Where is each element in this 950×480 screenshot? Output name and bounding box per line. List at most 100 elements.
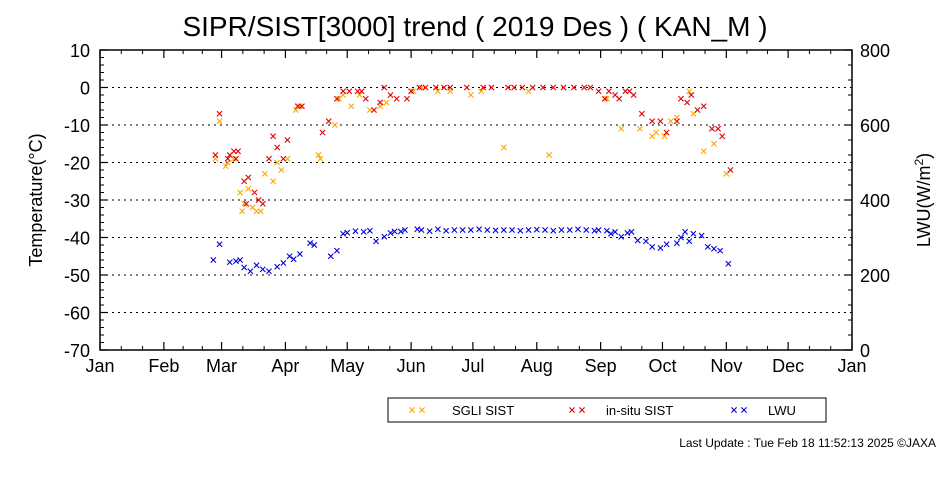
data-point [570,84,577,91]
data-point [595,227,602,233]
data-point [601,95,608,102]
data-point [663,129,670,136]
data-point [451,227,458,233]
data-point [704,243,711,250]
data-point [224,155,231,162]
data-point [612,228,619,235]
data-point [595,88,602,95]
x-tick-label: Feb [148,356,179,376]
y2-axis-label-main: LWU(W/m [914,166,934,248]
right-tick-label: 0 [860,341,870,361]
data-point [265,268,272,275]
data-point [356,92,363,98]
legend: SGLI SIST in-situ SIST LWU [387,397,827,423]
data-point [504,84,511,91]
data-point [566,227,573,233]
data-point [618,125,625,132]
data-point [678,234,684,241]
data-point [270,178,277,185]
x-tick-label: Jul [461,356,484,376]
x-tick-label: May [330,356,364,376]
left-tick-label: 0 [80,79,90,99]
data-point [251,189,258,196]
last-update-footer: Last Update : Tue Feb 18 11:52:13 2025 ©… [679,436,936,450]
data-point [434,88,441,95]
data-point [682,228,689,235]
data-point [603,227,610,234]
data-point [710,245,717,252]
data-point [509,227,516,233]
data-point [550,227,557,234]
data-point [346,88,353,95]
data-point [387,92,394,98]
data-point [270,133,277,140]
data-point [410,88,417,95]
x-tick-label: Nov [710,356,742,376]
data-point [241,264,248,271]
data-point [657,245,664,251]
data-point [259,200,266,207]
data-point [344,229,351,236]
data-point [290,256,297,263]
data-point [358,88,365,95]
data-point [546,152,553,158]
data-point [686,88,693,95]
series-in-situ-sist [212,84,734,207]
data-point [542,227,549,233]
data-point [393,95,400,102]
data-point [636,125,643,132]
data-point [700,148,707,155]
left-tick-label: -10 [64,116,90,136]
data-point [362,95,369,102]
x-axis: Jan Feb Mar Apr May Jun Jul Aug Sep Oct Nov Dec Jan [85,50,867,376]
data-point [560,84,567,91]
data-point [500,227,507,233]
legend-label: SGLI SIST [452,403,514,418]
right-tick-label: 400 [860,191,890,211]
series-sgli-sist [212,84,730,215]
data-point [480,84,487,91]
data-point [371,107,378,113]
data-point [539,84,546,91]
data-point [587,84,594,91]
right-tick-label: 800 [860,41,890,61]
data-point [484,227,491,233]
data-point [459,227,466,233]
data-point [533,226,540,233]
data-point [492,227,499,234]
data-point [708,125,715,132]
data-point [624,230,631,236]
legend-marker [741,407,747,413]
data-point [649,243,656,250]
legend-box [387,397,827,423]
right-tick-label: 200 [860,266,890,286]
data-point [241,200,248,207]
data-point [678,95,684,102]
data-point [511,84,518,91]
x-tick-label: Apr [271,356,299,376]
data-point [447,84,454,91]
data-point [478,88,485,95]
legend-marker [419,407,425,413]
data-point [719,133,726,140]
data-point [550,84,557,91]
data-point [725,260,732,267]
data-point [605,88,612,95]
data-point [673,118,680,125]
x-tick-label: Jan [837,356,866,376]
left-tick-label: -30 [64,191,90,211]
data-point [434,226,441,233]
data-point [280,155,287,162]
data-point [243,200,250,207]
data-point [603,95,610,102]
data-point [401,227,408,233]
data-point [381,84,388,91]
data-point [366,227,373,234]
legend-marker [409,407,415,413]
data-point [383,99,390,106]
left-tick-label: -70 [64,341,90,361]
x-tick-label: Jan [85,356,114,376]
legend-label: LWU [768,403,796,418]
x-tick-label: Oct [648,356,676,376]
data-point [259,266,266,273]
